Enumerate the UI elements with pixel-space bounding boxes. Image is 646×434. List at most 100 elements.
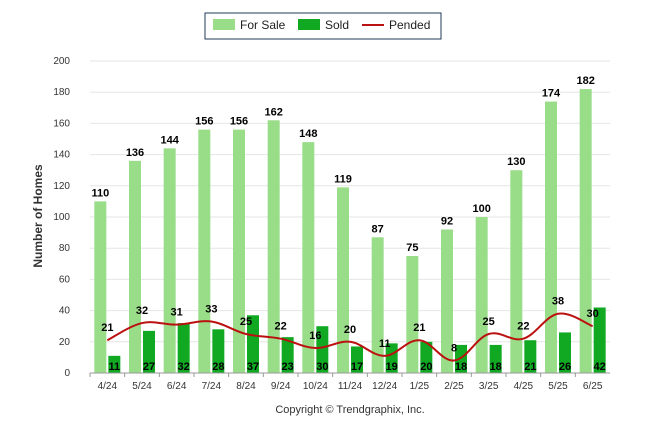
data-label-pended: 16	[309, 330, 321, 342]
data-label-sold: 28	[212, 361, 224, 373]
data-label-sold: 18	[490, 361, 502, 373]
y-tick-label: 20	[59, 337, 71, 348]
bar-sold-10-24	[316, 326, 329, 373]
y-tick-label: 100	[53, 212, 70, 223]
data-label-pended: 21	[101, 322, 113, 334]
data-label-for-sale: 162	[264, 106, 282, 118]
data-label-for-sale: 156	[230, 116, 248, 128]
data-label-for-sale: 156	[195, 116, 213, 128]
x-tick-label: 6/25	[583, 381, 603, 392]
bar-for-sale-4-24	[94, 201, 107, 373]
data-labels: 110 11 136 27 144 32 156 28 156 37 162 23 148 30 119 17…	[91, 75, 605, 373]
grid-layer	[90, 60, 610, 343]
y-tick-label: 140	[53, 150, 70, 161]
data-label-for-sale: 92	[441, 215, 453, 227]
data-label-for-sale: 87	[372, 223, 384, 235]
bar-sold-5-24	[143, 330, 155, 373]
bar-for-sale-3-25	[475, 217, 488, 373]
x-tick-label: 7/24	[202, 381, 222, 392]
y-tick-label: 0	[64, 368, 70, 379]
data-label-pended: 25	[240, 316, 252, 328]
bar-for-sale-1-25	[406, 256, 419, 373]
bars-layer	[94, 89, 606, 373]
x-tick-label: 2/25	[444, 381, 464, 392]
data-label-pended: 33	[205, 304, 217, 316]
data-label-pended: 8	[451, 343, 457, 355]
axes: 0 20 40 60 80 100 120 140 160 180 200 4/24 5/24 6/24 7…	[53, 56, 610, 392]
bar-sold-4-25	[524, 340, 537, 373]
y-tick-label: 60	[59, 274, 71, 285]
data-label-sold: 19	[386, 361, 398, 373]
y-tick-label: 180	[53, 87, 70, 98]
x-tick-label: 8/24	[236, 381, 256, 392]
data-label-for-sale: 174	[542, 88, 561, 100]
bar-for-sale-12-24	[371, 237, 384, 373]
y-tick-label: 120	[53, 181, 70, 192]
data-label-pended: 38	[552, 296, 564, 308]
data-label-pended: 25	[483, 316, 495, 328]
legend-swatch-sold	[298, 19, 320, 30]
bar-sold-9-24	[281, 337, 294, 373]
data-label-for-sale: 136	[126, 147, 144, 159]
x-tick-label: 12/24	[372, 381, 397, 392]
y-tick-label: 160	[53, 118, 70, 129]
y-axis-label: Number of Homes	[31, 164, 45, 268]
bar-sold-1-25	[420, 341, 433, 373]
bar-sold-6-25	[593, 307, 606, 373]
data-label-sold: 26	[559, 361, 571, 373]
data-label-sold: 30	[316, 361, 328, 373]
bar-sold-8-24	[247, 315, 259, 373]
data-label-sold: 37	[247, 361, 259, 373]
data-label-sold: 23	[282, 361, 294, 373]
x-tick-label: 6/24	[167, 381, 187, 392]
x-tick-label: 11/24	[338, 381, 363, 392]
copyright-footer: Copyright © Trendgraphix, Inc.	[275, 404, 424, 416]
bar-for-sale-5-25	[545, 101, 557, 373]
data-label-pended: 22	[517, 321, 529, 333]
bar-for-sale-6-24	[163, 148, 176, 373]
bar-sold-12-24	[385, 343, 398, 373]
legend[interactable]: For Sale Sold Pended	[204, 12, 442, 40]
line-layer	[106, 312, 594, 362]
x-tick-label: 1/25	[410, 381, 430, 392]
bar-sold-6-24	[177, 323, 190, 373]
data-label-for-sale: 100	[472, 203, 490, 215]
pended-line	[106, 312, 594, 362]
data-label-pended: 31	[171, 307, 183, 319]
bar-for-sale-7-24	[198, 129, 211, 373]
bar-sold-3-25	[489, 344, 502, 373]
data-label-sold: 17	[351, 361, 363, 373]
data-label-for-sale: 148	[299, 128, 317, 140]
data-label-for-sale: 130	[507, 156, 525, 168]
bar-for-sale-5-24	[129, 160, 141, 373]
data-label-pended: 22	[275, 321, 287, 333]
data-label-pended: 21	[413, 322, 425, 334]
data-label-for-sale: 119	[334, 173, 352, 185]
bar-sold-4-24	[108, 355, 121, 373]
bar-for-sale-8-24	[233, 129, 245, 373]
legend-label-sold: Sold	[325, 18, 349, 32]
data-label-sold: 11	[109, 361, 121, 373]
data-label-pended: 20	[344, 324, 356, 336]
data-label-sold: 42	[594, 361, 606, 373]
bar-for-sale-10-24	[302, 142, 315, 373]
bar-for-sale-4-25	[510, 170, 523, 373]
x-tick-label: 9/24	[271, 381, 291, 392]
data-label-sold: 27	[143, 361, 155, 373]
data-label-pended: 30	[587, 308, 599, 320]
bar-for-sale-9-24	[267, 120, 280, 373]
legend-label-pended: Pended	[389, 18, 430, 32]
data-label-for-sale: 75	[406, 242, 418, 254]
data-label-sold: 32	[178, 361, 190, 373]
bar-sold-11-24	[351, 346, 363, 373]
legend-label-for-sale: For Sale	[240, 18, 286, 32]
bar-for-sale-6-25	[579, 89, 592, 373]
bar-for-sale-2-25	[441, 229, 453, 373]
data-label-pended: 11	[379, 338, 391, 350]
x-tick-label: 4/25	[514, 381, 534, 392]
data-label-for-sale: 182	[576, 75, 594, 87]
bar-sold-7-24	[212, 329, 225, 373]
x-tick-label: 5/24	[132, 381, 152, 392]
data-label-for-sale: 144	[160, 134, 179, 146]
